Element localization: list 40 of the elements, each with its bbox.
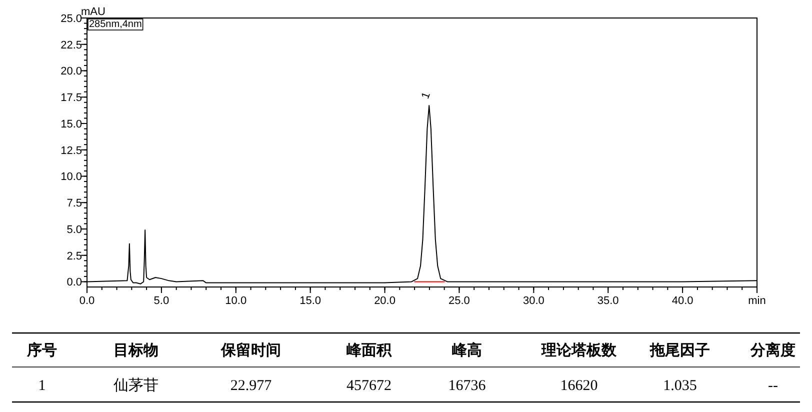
- text: 1.035: [663, 378, 697, 394]
- y-tick-label: 5.0: [66, 224, 82, 236]
- y-tick-label: 0.0: [66, 276, 82, 289]
- y-tick-label: 10.0: [60, 171, 82, 184]
- text: 仙茅苷: [114, 377, 158, 394]
- x-axis-title: min: [748, 295, 766, 307]
- x-tick-label: 30.0: [522, 295, 544, 307]
- x-tick-label: 35.0: [597, 295, 619, 307]
- x-tick-label: 25.0: [448, 295, 470, 307]
- annotation: 1: [420, 90, 433, 100]
- text: 序号: [26, 341, 57, 359]
- x-tick-label: 20.0: [374, 295, 396, 307]
- text: 峰高: [452, 341, 482, 359]
- y-tick-label: 17.5: [60, 92, 82, 104]
- text: 22.977: [230, 378, 272, 394]
- y-tick-label: 7.5: [66, 198, 82, 210]
- y-tick-label: 2.5: [66, 250, 82, 262]
- y-tick-label: 22.5: [60, 39, 82, 52]
- x-tick-label: 15.0: [300, 295, 322, 307]
- x-tick-label: 5.0: [154, 295, 170, 307]
- text: 保留时间: [220, 342, 281, 359]
- y-tick-label: 25.0: [60, 13, 82, 25]
- text: 分离度: [750, 341, 796, 359]
- x-tick-label: 10.0: [225, 295, 247, 307]
- text: 峰面积: [346, 342, 392, 359]
- x-tick-label: 0.0: [79, 295, 95, 307]
- text: --: [768, 378, 778, 394]
- y-tick-label: 12.5: [60, 144, 82, 157]
- y-axis-title: mAU: [81, 6, 106, 18]
- text: 理论塔板数: [540, 342, 618, 359]
- annotation: 285nm,4nm: [89, 19, 142, 30]
- y-tick-label: 15.0: [60, 118, 82, 130]
- y-tick-label: 20.0: [60, 66, 82, 78]
- text: 457672: [346, 378, 392, 394]
- text: 16620: [560, 378, 598, 394]
- text: 拖尾因子: [649, 342, 710, 359]
- text: 16736: [448, 378, 486, 394]
- text: 1: [38, 378, 46, 394]
- x-tick-label: 40.0: [672, 295, 694, 307]
- text: 目标物: [114, 342, 158, 359]
